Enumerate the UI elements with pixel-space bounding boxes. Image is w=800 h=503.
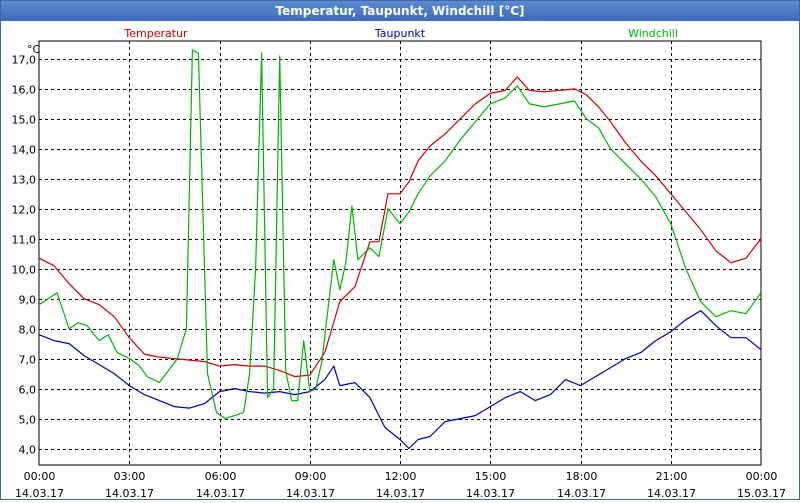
x-tick-time-label: 06:00 xyxy=(205,470,237,483)
y-tick-label: 6,0 xyxy=(19,384,37,397)
y-tick-label: 4,0 xyxy=(19,444,37,457)
x-tick-date-label: 14.03.17 xyxy=(286,487,335,499)
series-line-windchill xyxy=(38,49,762,420)
y-tick-label: 13,0 xyxy=(12,174,37,187)
series-layer xyxy=(38,49,762,450)
x-tick-date-label: 14.03.17 xyxy=(105,487,154,499)
legend-entry-temperatur: Temperatur xyxy=(123,27,188,40)
y-tick-label: 5,0 xyxy=(19,414,37,427)
x-tick-date-label: 14.03.17 xyxy=(557,487,606,499)
x-tick-time-label: 03:00 xyxy=(114,470,146,483)
x-tick-date-label: 14.03.17 xyxy=(196,487,245,499)
chart-area: 4,0 5,0 6,0 7,0 8,0 9,0 10,0 11,0 12,0 13,0 14,0 15… xyxy=(1,22,799,500)
y-tick-label: 15,0 xyxy=(12,114,37,127)
x-tick-date-label: 14.03.17 xyxy=(15,487,64,499)
series-line-taupunkt xyxy=(38,310,762,450)
plot-frame xyxy=(38,40,762,466)
x-tick-time-label: 18:00 xyxy=(566,470,598,483)
x-tick-time-label: 09:00 xyxy=(295,470,327,483)
y-tick-label: 7,0 xyxy=(19,354,37,367)
x-tick-time-label: 12:00 xyxy=(385,470,417,483)
y-axis-unit-label: °C xyxy=(27,43,41,56)
legend-entry-windchill: Windchill xyxy=(628,27,678,40)
x-tick-date-label: 14.03.17 xyxy=(466,487,515,499)
chart-svg: 4,0 5,0 6,0 7,0 8,0 9,0 10,0 11,0 12,0 13,0 14,0 15… xyxy=(12,27,786,500)
grid xyxy=(39,41,761,465)
series-line-temperatur xyxy=(38,76,762,378)
x-tick-time-label: 15:00 xyxy=(475,470,507,483)
x-tick-time-label: 21:00 xyxy=(656,470,688,483)
x-tick-date-label: 15.03.17 xyxy=(737,487,786,499)
y-tick-label: 12,0 xyxy=(12,204,37,217)
y-tick-label: 11,0 xyxy=(12,234,37,247)
y-tick-label: 17,0 xyxy=(12,54,37,67)
y-tick-label: 9,0 xyxy=(19,294,37,307)
y-tick-label: 10,0 xyxy=(12,264,37,277)
y-tick-label: 8,0 xyxy=(19,324,37,337)
y-axis: 4,0 5,0 6,0 7,0 8,0 9,0 10,0 11,0 12,0 13,0 14,0 15… xyxy=(12,54,37,457)
x-axis: 00:00 14.03.17 03:00 14.03.17 06:00 14.03.17 0… xyxy=(15,470,786,500)
x-tick-time-label: 00:00 xyxy=(746,470,778,483)
x-tick-date-label: 14.03.17 xyxy=(376,487,425,499)
x-tick-time-label: 00:00 xyxy=(24,470,56,483)
window-title: Temperatur, Taupunkt, Windchill [°C] xyxy=(1,1,799,21)
y-tick-label: 14,0 xyxy=(12,144,37,157)
x-tick-date-label: 14.03.17 xyxy=(647,487,696,499)
legend-entry-taupunkt: Taupunkt xyxy=(374,27,426,40)
y-tick-label: 16,0 xyxy=(12,84,37,97)
